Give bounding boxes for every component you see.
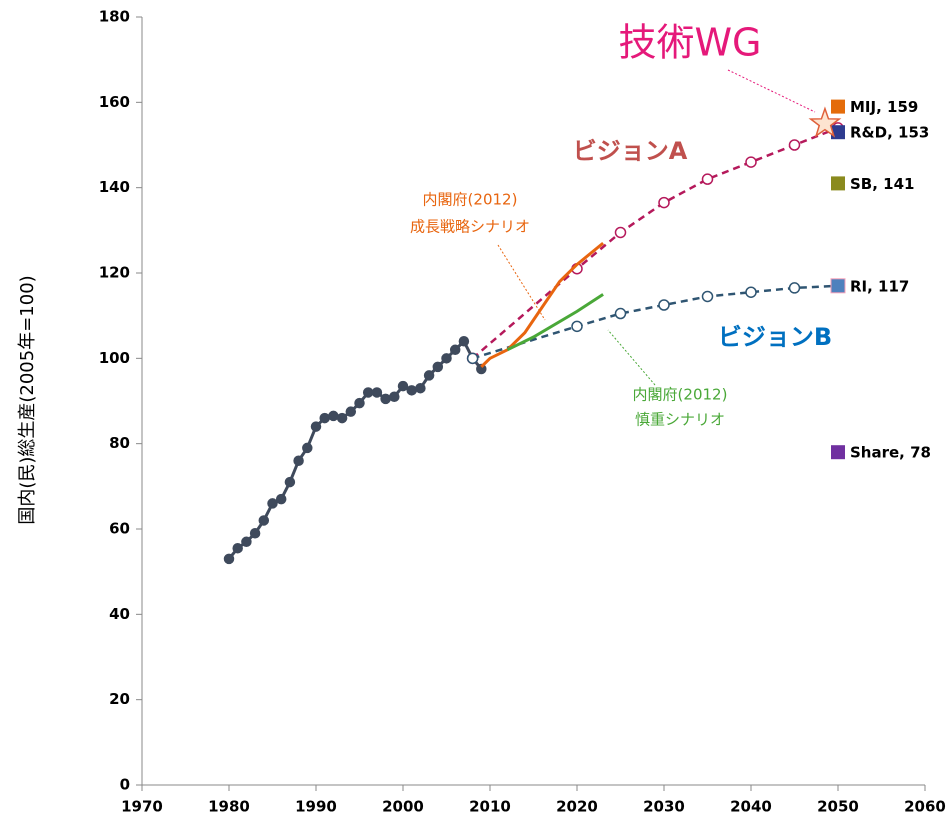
data-point [432,361,444,373]
data-point [701,290,714,303]
data-point [701,173,714,185]
data-point [293,455,304,466]
data-point [466,352,479,365]
x-tick-label: 2040 [730,798,772,816]
y-tick-label: 120 [99,264,130,282]
data-point [614,226,627,239]
data-point [458,336,470,347]
data-point [788,282,801,294]
data-point [267,498,278,509]
annotation: ビジョンB [718,323,832,351]
annotation: 慎重シナリオ [635,411,725,429]
x-tick-label: 2050 [817,798,859,816]
data-point [241,536,252,548]
x-tick-label: 1970 [121,798,163,816]
data-point [614,307,627,320]
leader-line [727,69,816,113]
x-tick-label: 2000 [382,798,424,816]
x-tick-label: 1990 [295,798,337,816]
series-line [480,241,605,368]
data-point [319,412,330,424]
series-line [472,284,839,360]
data-point [745,286,757,298]
leader-line [607,329,656,386]
y-tick-label: 100 [99,349,130,367]
data-point [441,353,452,364]
data-point [571,320,583,333]
data-point [345,406,357,417]
x-tick-label: 2010 [469,798,511,816]
data-point [658,196,670,209]
y-tick-label: 40 [109,605,130,623]
series-line [471,126,839,360]
data-point [302,442,313,454]
x-tick-label: 2020 [556,798,598,816]
x-tick-label: 2060 [904,798,946,816]
y-tick-label: 140 [99,178,130,196]
scenario-label: RI, 117 [850,277,909,295]
data-point [354,397,365,409]
scenario-label: SB, 141 [850,175,914,193]
data-point [406,385,417,396]
data-point [258,515,270,526]
data-point [745,156,757,168]
leader-line [497,244,546,321]
y-tick-label: 60 [109,520,130,538]
data-point [223,553,235,565]
data-point [449,344,461,356]
y-tick-label: 180 [99,8,130,26]
data-point [371,387,383,398]
scenario-label: Share, 78 [850,444,931,462]
series-line [506,293,604,352]
star-marker [808,106,842,138]
data-point [275,493,287,505]
scenario-marker [831,176,845,191]
data-point [415,382,426,394]
annotation: 成長戦略シナリオ [410,218,530,236]
scenario-label: R&D, 153 [850,124,929,142]
y-tick-label: 0 [120,776,130,794]
data-point [310,421,322,432]
scenario-label: MIJ, 159 [850,98,918,116]
data-point [658,299,670,311]
scenario-marker [830,278,846,294]
annotation: 内閣府(2012) [423,191,518,209]
scenario-marker [831,99,845,114]
y-axis-label: 国内(民)総生産(2005年=100) [17,275,38,524]
scenario-marker [831,445,845,460]
data-point [389,391,400,402]
annotation: 技術WG [618,21,761,65]
data-point [380,393,391,405]
data-point [397,380,409,392]
y-tick-label: 80 [109,434,130,452]
data-point [232,542,243,554]
data-point [336,412,348,424]
data-point [284,476,296,488]
data-point [788,139,801,151]
y-tick-label: 20 [109,690,130,708]
data-point [249,528,261,539]
y-tick-label: 160 [99,93,130,111]
annotation: ビジョンA [573,137,688,165]
annotation: 内閣府(2012) [633,386,728,404]
series-line [227,338,483,560]
x-tick-label: 2030 [643,798,685,816]
data-point [328,410,339,422]
data-point [423,370,435,381]
data-point [362,387,374,398]
x-tick-label: 1980 [208,798,250,816]
